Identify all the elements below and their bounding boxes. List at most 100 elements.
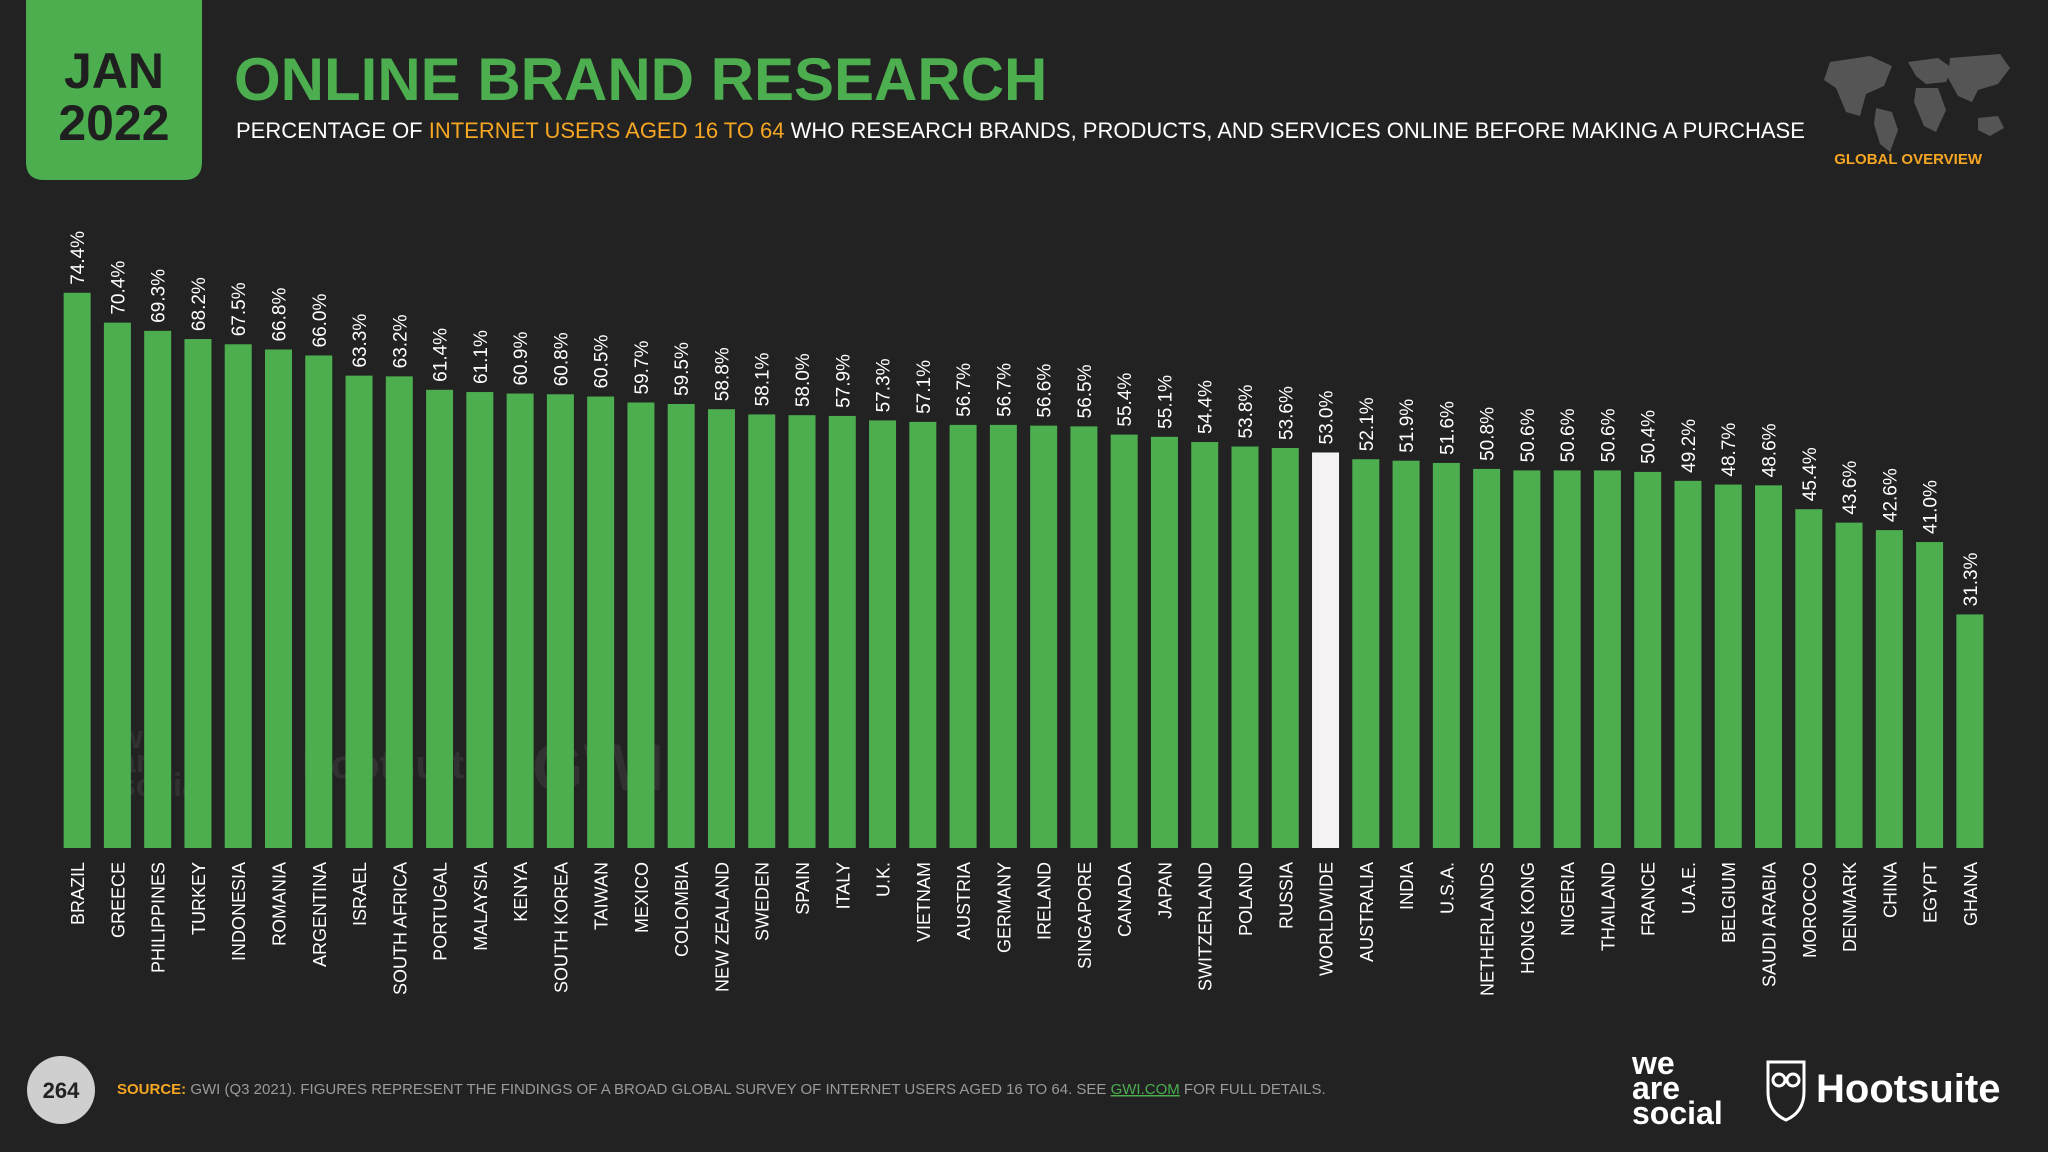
x-tick-label: U.S.A.: [1437, 862, 1457, 914]
bar: [1714, 484, 1742, 848]
world-map-icon: [1824, 54, 2010, 152]
bar: [707, 409, 735, 848]
value-label: 54.4%: [1196, 380, 1217, 434]
bar: [1191, 442, 1219, 848]
x-tick-label: ITALY: [833, 862, 853, 909]
bar: [1392, 460, 1420, 848]
wearesocial-logo: we are social: [1631, 1045, 1723, 1131]
subtitle: PERCENTAGE OF INTERNET USERS AGED 16 TO …: [236, 118, 1805, 143]
owl-eye: [1771, 1072, 1787, 1088]
value-label: 51.6%: [1437, 401, 1458, 455]
value-label: 50.4%: [1639, 410, 1660, 464]
value-label: 51.9%: [1397, 399, 1418, 453]
owl-eye: [1785, 1072, 1801, 1088]
bar: [546, 394, 574, 848]
value-label: 74.4%: [68, 231, 89, 285]
value-label: 50.6%: [1558, 408, 1579, 462]
value-label: 58.8%: [712, 347, 733, 401]
bar: [909, 421, 937, 848]
value-label: 59.7%: [632, 341, 653, 395]
section-label: GLOBAL OVERVIEW: [1834, 151, 1983, 168]
x-tick-label: SOUTH KOREA: [551, 862, 571, 993]
x-tick-label: BELGIUM: [1719, 862, 1739, 943]
logo-text: Hootsuite: [1816, 1067, 2000, 1111]
x-tick-label: U.K.: [874, 862, 894, 897]
x-tick-label: MOROCCO: [1800, 862, 1820, 958]
x-tick-label: TAIWAN: [592, 862, 612, 930]
chart-title: ONLINE BRAND RESEARCH: [234, 46, 1047, 113]
source-link: GWI.COM: [1111, 1081, 1180, 1098]
bar: [224, 344, 252, 848]
bar: [1271, 448, 1299, 848]
x-tick-label: NETHERLANDS: [1478, 862, 1498, 996]
x-tick-label: U.A.E.: [1679, 862, 1699, 914]
bar: [1312, 452, 1340, 848]
x-tick-label: KENYA: [511, 862, 531, 922]
value-label: 56.5%: [1075, 364, 1096, 418]
bar: [1916, 542, 1944, 848]
value-label: 69.3%: [149, 269, 170, 323]
value-label: 31.3%: [1961, 552, 1982, 606]
value-label: 60.8%: [551, 332, 572, 386]
value-label: 66.8%: [269, 288, 290, 342]
x-tick-label: PHILIPPINES: [149, 862, 169, 973]
bar: [627, 402, 655, 848]
logo-text: social: [1632, 1095, 1723, 1131]
x-tick-label: SOUTH AFRICA: [390, 862, 410, 995]
x-tick-label: AUSTRALIA: [1357, 862, 1377, 962]
bar: [184, 339, 212, 848]
bar: [1593, 470, 1621, 848]
page-number: 264: [43, 1078, 80, 1103]
bar: [506, 393, 534, 848]
bar: [1030, 425, 1058, 848]
x-tick-label: SWEDEN: [753, 862, 773, 941]
source-note: SOURCE: GWI (Q3 2021). FIGURES REPRESENT…: [117, 1081, 1326, 1098]
value-label: 63.2%: [390, 314, 411, 368]
value-label: 56.7%: [994, 363, 1015, 417]
bar: [1070, 426, 1098, 848]
bar: [1150, 436, 1178, 848]
bar: [748, 414, 776, 848]
badge-month: JAN: [64, 43, 164, 99]
value-label: 48.6%: [1760, 423, 1781, 477]
value-label: 49.2%: [1679, 419, 1700, 473]
logo-text: we: [1631, 1045, 1675, 1081]
bar: [1553, 470, 1581, 848]
bar: [466, 392, 494, 848]
hootsuite-logo: Hootsuite: [1766, 1060, 2000, 1122]
value-label: 61.1%: [471, 330, 492, 384]
bar: [103, 322, 131, 848]
value-label: 59.5%: [672, 342, 693, 396]
bar: [949, 424, 977, 848]
bar: [264, 349, 292, 848]
value-label: 50.6%: [1598, 408, 1619, 462]
bar: [1956, 614, 1984, 848]
bar: [385, 376, 413, 848]
x-tick-label: FRANCE: [1639, 862, 1659, 936]
bar: [788, 415, 816, 848]
x-tick-label: MALAYSIA: [471, 862, 491, 951]
date-badge: [26, 0, 202, 180]
page-number-badge: [27, 1056, 95, 1124]
value-label: 50.6%: [1518, 408, 1539, 462]
subtitle-text: WHO RESEARCH BRANDS, PRODUCTS, AND SERVI…: [785, 118, 1805, 143]
bar: [63, 292, 91, 848]
value-label: 41.0%: [1921, 480, 1942, 534]
x-tick-label: GHANA: [1961, 862, 1981, 926]
owl-icon: [1766, 1060, 1806, 1122]
bar: [1634, 471, 1662, 848]
x-tick-label: RUSSIA: [1276, 862, 1296, 929]
x-tick-label: MEXICO: [632, 862, 652, 933]
x-tick-label: POLAND: [1236, 862, 1256, 936]
value-label: 53.6%: [1276, 386, 1297, 440]
x-tick-label: IRELAND: [1035, 862, 1055, 940]
value-label: 61.4%: [431, 328, 452, 382]
value-label: 58.0%: [793, 353, 814, 407]
value-label: 55.1%: [1155, 375, 1176, 429]
value-label: 42.6%: [1880, 468, 1901, 522]
x-tick-label: INDIA: [1397, 862, 1417, 910]
value-label: 48.7%: [1719, 423, 1740, 477]
value-label: 53.8%: [1236, 385, 1257, 439]
